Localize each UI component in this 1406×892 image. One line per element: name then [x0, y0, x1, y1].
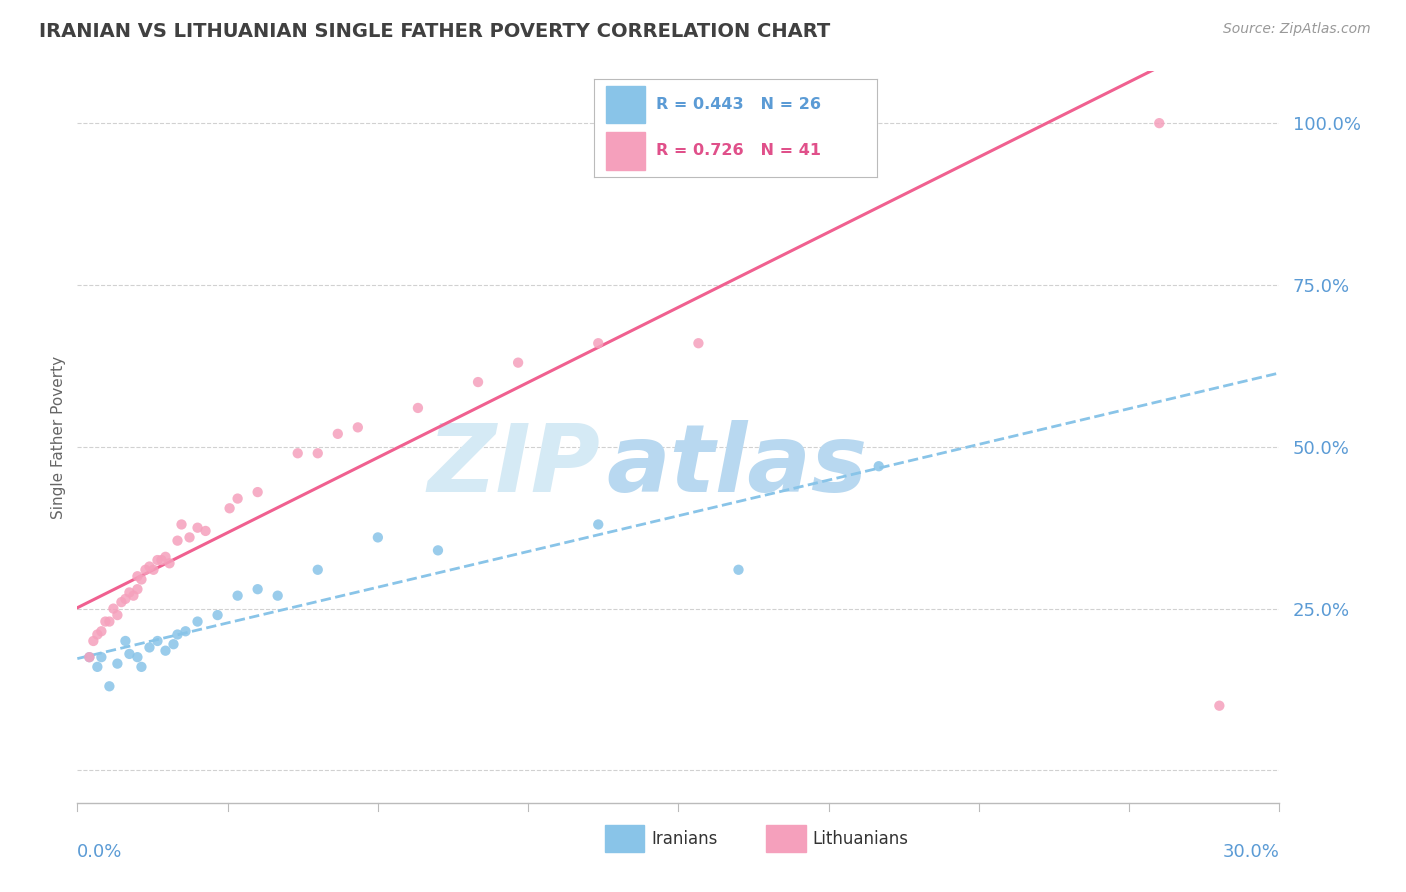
Point — [79, 650, 101, 665]
Text: Iranians: Iranians — [651, 830, 717, 848]
Point — [508, 356, 530, 370]
Point — [118, 647, 141, 661]
Point — [127, 569, 149, 583]
Point — [131, 660, 153, 674]
Point — [90, 650, 112, 665]
Text: ZIP: ZIP — [427, 420, 600, 512]
Point — [218, 501, 240, 516]
Point — [688, 336, 710, 351]
Text: atlas: atlas — [606, 420, 868, 512]
Point — [170, 517, 193, 532]
Point — [86, 627, 108, 641]
Point — [134, 563, 156, 577]
Point — [287, 446, 309, 460]
Point — [155, 643, 177, 657]
Point — [138, 559, 160, 574]
Point — [98, 679, 121, 693]
Text: Lithuanians: Lithuanians — [813, 830, 908, 848]
Point — [110, 595, 132, 609]
Point — [226, 589, 249, 603]
Point — [118, 585, 141, 599]
Point — [79, 650, 101, 665]
Point — [326, 426, 349, 441]
Point — [127, 582, 149, 597]
Point — [114, 634, 136, 648]
Point — [1149, 116, 1171, 130]
Point — [588, 517, 610, 532]
Point — [186, 521, 209, 535]
Point — [103, 601, 125, 615]
Point — [406, 401, 429, 415]
Point — [186, 615, 209, 629]
Point — [146, 634, 169, 648]
Point — [86, 660, 108, 674]
Point — [90, 624, 112, 639]
Point — [307, 446, 329, 460]
Point — [307, 563, 329, 577]
Point — [174, 624, 197, 639]
Point — [246, 582, 269, 597]
Point — [179, 530, 201, 544]
Point — [166, 533, 188, 548]
Point — [131, 573, 153, 587]
Text: IRANIAN VS LITHUANIAN SINGLE FATHER POVERTY CORRELATION CHART: IRANIAN VS LITHUANIAN SINGLE FATHER POVE… — [39, 22, 831, 41]
Point — [98, 615, 121, 629]
Point — [127, 650, 149, 665]
Point — [94, 615, 117, 629]
Point — [166, 627, 188, 641]
Point — [82, 634, 104, 648]
Point — [159, 557, 181, 571]
Point — [122, 589, 145, 603]
Point — [138, 640, 160, 655]
Point — [162, 637, 184, 651]
Point — [868, 459, 890, 474]
Point — [467, 375, 489, 389]
Point — [347, 420, 370, 434]
Point — [207, 608, 229, 623]
Text: Source: ZipAtlas.com: Source: ZipAtlas.com — [1223, 22, 1371, 37]
Point — [146, 553, 169, 567]
Y-axis label: Single Father Poverty: Single Father Poverty — [51, 356, 66, 518]
Point — [367, 530, 389, 544]
Point — [427, 543, 450, 558]
Point — [1208, 698, 1230, 713]
Point — [588, 336, 610, 351]
Point — [194, 524, 217, 538]
Point — [246, 485, 269, 500]
Text: 30.0%: 30.0% — [1223, 843, 1279, 861]
Point — [107, 657, 129, 671]
Point — [155, 549, 177, 564]
Point — [142, 563, 165, 577]
Point — [107, 608, 129, 623]
Point — [114, 591, 136, 606]
Point — [226, 491, 249, 506]
Text: 0.0%: 0.0% — [77, 843, 122, 861]
Point — [727, 563, 749, 577]
Point — [267, 589, 290, 603]
Point — [150, 553, 173, 567]
